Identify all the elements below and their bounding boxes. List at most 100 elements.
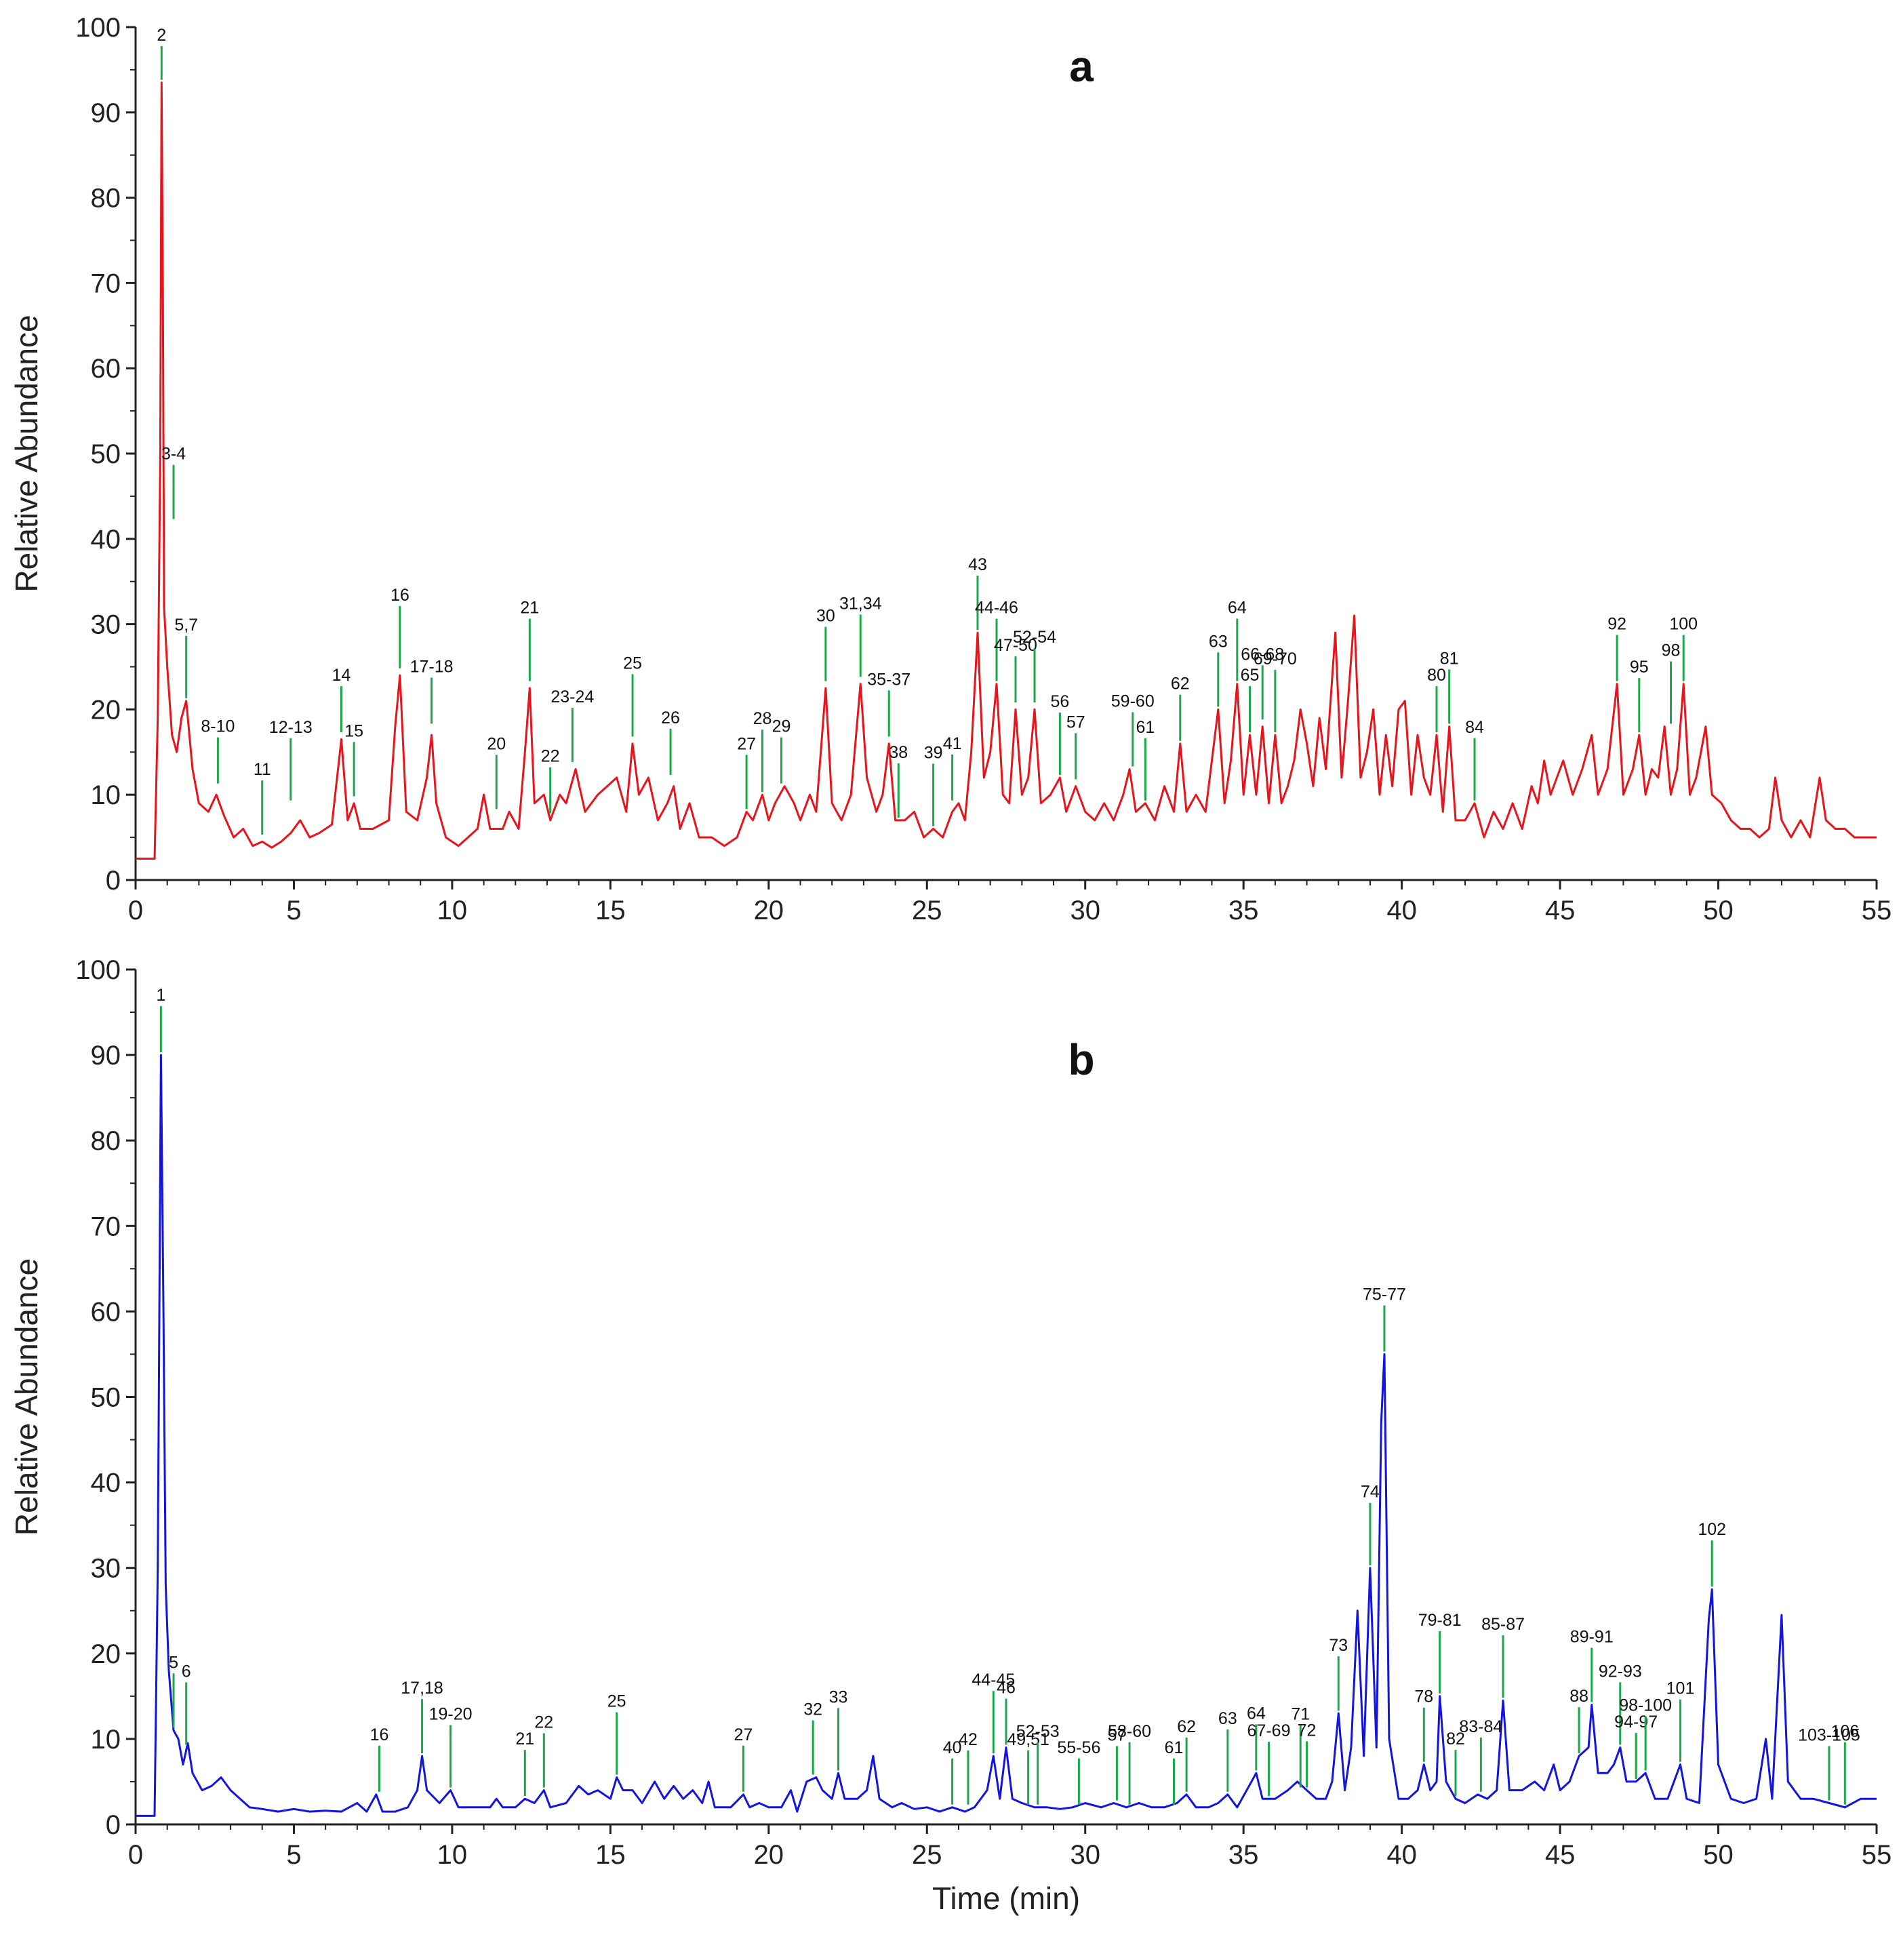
- peak-label: 40: [943, 1738, 962, 1757]
- peak-label: 98: [1662, 641, 1681, 660]
- peak-label: 32: [803, 1700, 822, 1719]
- peak-label: 85-87: [1481, 1615, 1525, 1634]
- x-axis-title: Time (min): [932, 1881, 1080, 1916]
- panel-letter: b: [1068, 1035, 1094, 1084]
- peak-label: 8-10: [201, 717, 235, 736]
- peak-label: 23-24: [551, 687, 594, 706]
- y-tick-label: 90: [91, 98, 121, 128]
- peak-label: 61: [1136, 718, 1155, 737]
- peak-label: 38: [889, 743, 908, 762]
- y-tick-label: 50: [91, 439, 121, 469]
- peak-label: 2: [157, 26, 166, 45]
- peak-label: 83-84: [1459, 1717, 1502, 1736]
- peak-label: 44-46: [975, 599, 1018, 618]
- peak-label: 52-53: [1016, 1722, 1060, 1741]
- y-tick-label: 80: [91, 184, 121, 214]
- y-tick-label: 10: [91, 780, 121, 810]
- peak-label: 12-13: [269, 718, 313, 737]
- y-axis-title: Relative Abundance: [9, 1258, 44, 1536]
- peak-label: 22: [541, 747, 560, 766]
- y-tick-label: 90: [91, 1041, 121, 1071]
- peak-label: 102: [1698, 1520, 1726, 1539]
- peak-label: 64: [1228, 599, 1247, 618]
- peak-label: 25: [623, 654, 642, 673]
- peak-label: 98-100: [1619, 1696, 1672, 1715]
- peak-label: 27: [734, 1725, 753, 1744]
- x-tick-label: 40: [1386, 1840, 1417, 1870]
- y-tick-label: 60: [91, 354, 121, 384]
- y-tick-label: 50: [91, 1383, 121, 1413]
- peak-label: 106: [1830, 1722, 1859, 1741]
- peak-label: 81: [1440, 649, 1459, 668]
- peak-label: 5: [169, 1653, 178, 1672]
- peak-label: 30: [816, 607, 835, 626]
- peak-label: 16: [370, 1725, 389, 1744]
- peak-label: 56: [1050, 692, 1069, 711]
- x-tick-label: 5: [286, 1840, 301, 1870]
- y-tick-label: 60: [91, 1297, 121, 1327]
- x-tick-label: 30: [1070, 1840, 1100, 1870]
- chromatogram-trace: [136, 1054, 1877, 1817]
- y-axis-title: Relative Abundance: [9, 315, 44, 592]
- y-tick-label: 0: [106, 866, 121, 896]
- peak-label: 21: [515, 1729, 534, 1748]
- peak-label: 26: [661, 708, 680, 727]
- peak-label: 63: [1209, 632, 1228, 651]
- peak-label: 29: [772, 717, 791, 736]
- y-tick-label: 70: [91, 1212, 121, 1241]
- peak-label: 82: [1446, 1729, 1465, 1748]
- peak-label: 74: [1361, 1483, 1380, 1502]
- peak-label: 62: [1171, 675, 1190, 694]
- peak-label: 78: [1414, 1687, 1433, 1706]
- peak-label: 57: [1066, 713, 1085, 732]
- peak-label: 73: [1329, 1636, 1348, 1655]
- peak-label: 41: [943, 734, 962, 753]
- peak-label: 17-18: [410, 658, 454, 677]
- peak-label: 19-20: [429, 1705, 473, 1724]
- peak-label: 33: [829, 1687, 848, 1706]
- peak-label: 25: [607, 1692, 626, 1711]
- peak-label: 14: [332, 666, 351, 685]
- peak-label: 27: [737, 734, 756, 753]
- peak-label: 58-60: [1108, 1722, 1151, 1741]
- x-tick-label: 35: [1228, 1840, 1259, 1870]
- peak-label: 88: [1569, 1687, 1588, 1706]
- y-tick-label: 30: [91, 1554, 121, 1584]
- x-tick-label: 45: [1545, 1840, 1576, 1870]
- x-tick-label: 0: [128, 896, 143, 925]
- x-tick-label: 0: [128, 1840, 143, 1870]
- y-tick-label: 100: [75, 13, 121, 43]
- peak-label: 52-54: [1013, 628, 1056, 647]
- peak-label: 16: [391, 586, 409, 605]
- y-tick-label: 10: [91, 1725, 121, 1755]
- y-tick-label: 0: [106, 1810, 121, 1840]
- peak-label: 59-60: [1111, 692, 1155, 711]
- x-tick-label: 20: [754, 1840, 784, 1870]
- peak-label: 94-97: [1614, 1713, 1658, 1732]
- y-tick-label: 80: [91, 1126, 121, 1156]
- peak-label: 3-4: [161, 445, 186, 464]
- peak-label: 15: [344, 721, 363, 740]
- peak-label: 43: [968, 555, 987, 574]
- peak-label: 22: [534, 1713, 553, 1732]
- peak-label: 5,7: [174, 616, 198, 635]
- peak-label: 79-81: [1418, 1611, 1462, 1630]
- peak-label: 57: [1108, 1725, 1127, 1744]
- peak-label: 72: [1298, 1721, 1317, 1740]
- peak-label: 64: [1247, 1704, 1266, 1723]
- peak-label: 75-77: [1363, 1285, 1406, 1304]
- y-tick-label: 20: [91, 695, 121, 725]
- x-tick-label: 55: [1862, 1840, 1892, 1870]
- chart-panel-a: 0 10 20 30 40 50 60 70 80 90 100 0 5 10 15 20 25 30 35 40 45…: [9, 13, 1892, 925]
- peak-label: 92-93: [1599, 1662, 1642, 1681]
- x-tick-label: 15: [595, 1840, 626, 1870]
- x-tick-label: 10: [437, 896, 468, 925]
- peak-label: 6: [182, 1662, 191, 1681]
- x-tick-label: 45: [1545, 896, 1576, 925]
- x-tick-label: 50: [1703, 1840, 1734, 1870]
- x-tick-label: 40: [1386, 896, 1417, 925]
- y-tick-label: 70: [91, 268, 121, 298]
- peak-label: 39: [924, 744, 943, 763]
